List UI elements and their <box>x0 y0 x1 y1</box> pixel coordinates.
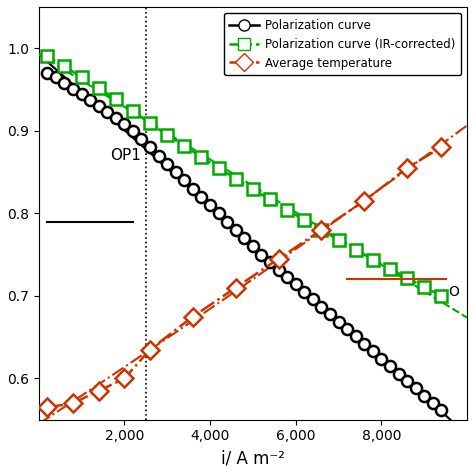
Legend: Polarization curve, Polarization curve (IR-corrected), Average temperature: Polarization curve, Polarization curve (… <box>224 13 461 75</box>
Text: OP1: OP1 <box>110 148 141 163</box>
Text: O: O <box>448 285 459 299</box>
X-axis label: i/ A m⁻²: i/ A m⁻² <box>221 449 285 467</box>
